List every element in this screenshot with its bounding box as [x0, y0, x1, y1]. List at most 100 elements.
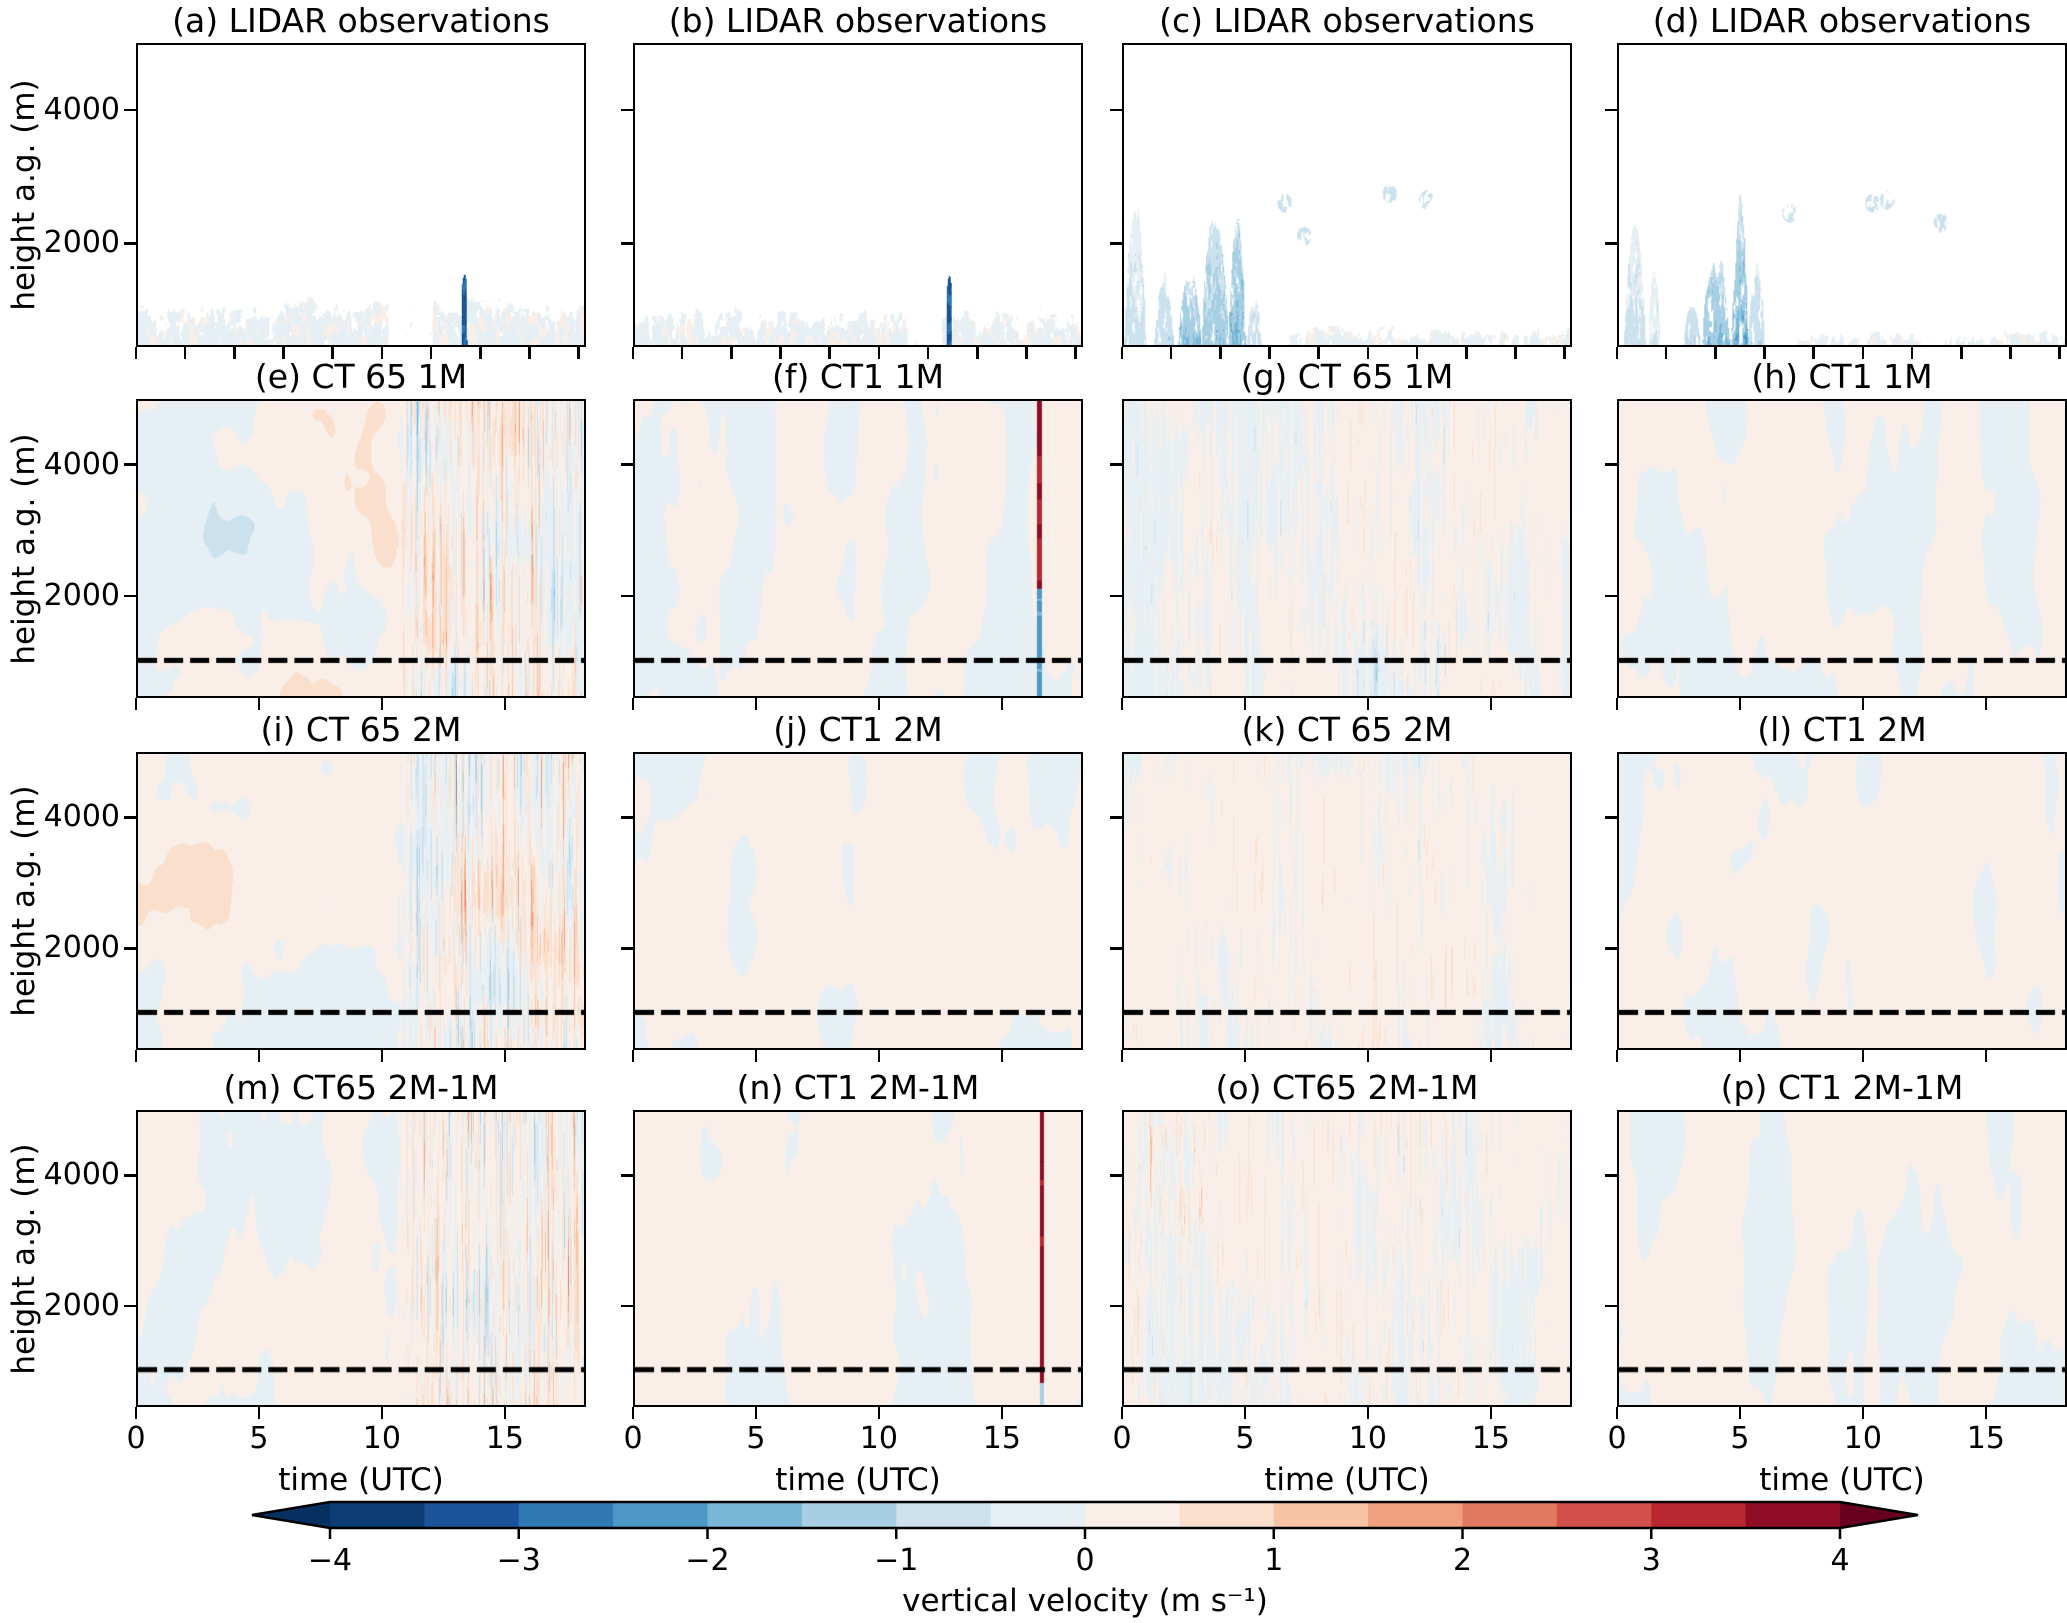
colorbar-tick-label: −4 [307, 1543, 353, 1578]
colorbar-segment [801, 1502, 897, 1528]
panel-g-plot [1122, 399, 1572, 698]
y-tick-label: 2000 [43, 225, 120, 261]
y-tick-mark [1110, 242, 1122, 245]
x-tick-mark [1489, 698, 1493, 710]
panel-l-title: (l) CT1 2M [1757, 710, 1927, 749]
x-tick-mark [503, 1050, 507, 1062]
y-tick-mark [1110, 816, 1122, 819]
colorbar-tick-label: 0 [1075, 1543, 1095, 1578]
panel-c-title: (c) LIDAR observations [1159, 1, 1535, 40]
x-tick-mark [1317, 347, 1320, 359]
x-tick-label: 15 [1966, 1421, 2005, 1456]
y-tick-mark [1110, 108, 1122, 112]
y-tick-label: 4000 [43, 446, 120, 482]
panel-k-plot [1122, 752, 1572, 1050]
y-tick-mark [124, 594, 136, 598]
x-tick-label: 5 [1235, 1421, 1255, 1456]
x-tick-mark [877, 1407, 881, 1419]
y-tick-mark [1110, 1174, 1122, 1177]
panel-h-title: (h) CT1 1M [1751, 357, 1933, 396]
x-tick-mark [1243, 1407, 1247, 1419]
x-tick-mark [257, 698, 261, 710]
panel-j-title: (j) CT1 2M [773, 710, 943, 749]
colorbar-segment [518, 1502, 614, 1528]
colorbar [251, 1500, 1919, 1539]
x-tick-mark [380, 347, 384, 359]
x-tick-mark [1465, 347, 1468, 359]
panel-b-plot [633, 43, 1083, 347]
x-tick-mark [1000, 1050, 1004, 1062]
colorbar-tick-label: −2 [685, 1543, 730, 1578]
panel-m-plot [136, 1110, 586, 1407]
x-tick-label: 5 [249, 1421, 269, 1456]
panel-g-title: (g) CT 65 1M [1240, 357, 1454, 396]
panel-h-plot [1617, 399, 2067, 698]
colorbar-segment [1462, 1502, 1558, 1528]
colorbar-segment [1273, 1502, 1369, 1528]
panel-a-plot [136, 43, 586, 347]
panel-j-canvas [635, 754, 1081, 1048]
panel-i-title: (i) CT 65 2M [260, 710, 462, 749]
colorbar-segment [1179, 1502, 1275, 1528]
y-tick-label: 2000 [43, 1287, 120, 1323]
colorbar-segment [896, 1502, 992, 1528]
panel-o-canvas [1124, 1112, 1570, 1405]
x-tick-mark [1615, 1407, 1619, 1419]
x-tick-mark [1169, 347, 1173, 359]
y-tick-mark [621, 463, 633, 466]
panel-a-title: (a) LIDAR observations [172, 1, 550, 40]
x-tick-mark [1000, 698, 1004, 710]
colorbar-segment [1745, 1502, 1841, 1528]
x-tick-mark [631, 1407, 635, 1419]
x-tick-mark [631, 347, 635, 359]
x-tick-mark [631, 1050, 635, 1062]
panel-a-canvas [138, 45, 584, 345]
colorbar-over-arrow [1840, 1502, 1918, 1528]
x-tick-mark [1861, 1050, 1865, 1062]
panel-n-canvas [635, 1112, 1081, 1405]
x-tick-mark [1763, 347, 1766, 359]
x-tick-mark [380, 698, 384, 710]
x-tick-label: 0 [1112, 1421, 1132, 1456]
colorbar-segment [330, 1502, 425, 1528]
colorbar-segment [424, 1502, 520, 1528]
x-tick-label: 5 [746, 1421, 766, 1456]
y-tick-mark [1110, 594, 1122, 598]
x-tick-label: 5 [1730, 1421, 1750, 1456]
x-tick-mark [631, 698, 635, 710]
x-tick-mark [331, 347, 334, 359]
panel-c-plot [1122, 43, 1572, 347]
x-tick-mark [1664, 347, 1668, 359]
x-tick-mark [754, 1050, 758, 1062]
colorbar-under-arrow [252, 1502, 330, 1528]
x-tick-mark [754, 1407, 758, 1419]
x-axis-label: time (UTC) [775, 1462, 941, 1498]
colorbar-segment [1651, 1502, 1747, 1528]
y-tick-mark [1605, 816, 1617, 819]
panel-d-canvas [1619, 45, 2065, 345]
x-tick-mark [877, 1050, 881, 1062]
x-tick-label: 10 [362, 1421, 401, 1456]
x-tick-mark [1514, 347, 1517, 359]
x-tick-mark [503, 698, 507, 710]
x-tick-mark [1366, 1050, 1370, 1062]
x-tick-mark [1984, 1407, 1988, 1419]
panel-i-plot [136, 752, 586, 1050]
x-tick-mark [257, 1050, 261, 1062]
x-tick-mark [1074, 347, 1077, 359]
x-tick-mark [528, 347, 531, 359]
x-tick-mark [2058, 347, 2061, 359]
x-tick-mark [1615, 1050, 1619, 1062]
x-tick-mark [1120, 698, 1124, 710]
colorbar-tick-label: 3 [1641, 1543, 1661, 1578]
x-tick-mark [1960, 347, 1963, 359]
x-tick-label: 15 [485, 1421, 524, 1456]
y-tick-mark [1605, 1174, 1617, 1177]
x-tick-label: 0 [126, 1421, 146, 1456]
colorbar-segment [1085, 1502, 1180, 1528]
x-tick-mark [380, 1407, 384, 1419]
x-tick-mark [828, 347, 831, 359]
x-tick-mark [1366, 698, 1370, 710]
y-tick-label: 2000 [43, 930, 120, 966]
